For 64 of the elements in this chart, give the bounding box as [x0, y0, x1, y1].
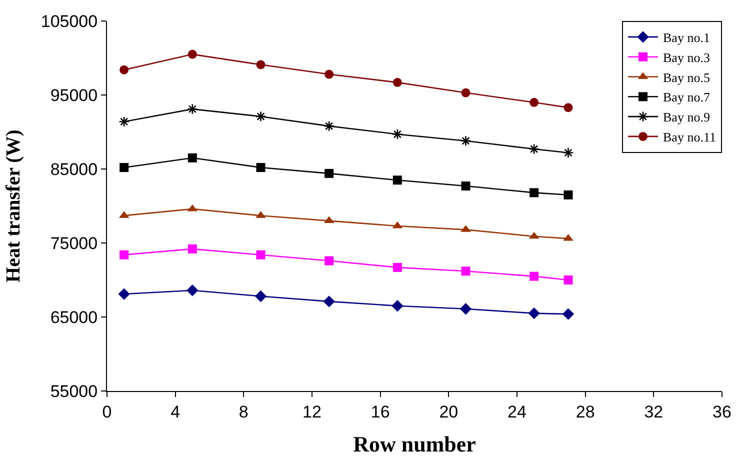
point [186, 284, 198, 296]
x-tick-label: 28 [576, 402, 595, 422]
point [118, 288, 130, 300]
point [461, 88, 470, 98]
x-tick-label: 20 [439, 402, 458, 422]
point [392, 300, 404, 312]
point [530, 272, 539, 281]
legend-label: Bay no.5 [663, 70, 710, 85]
point [528, 307, 540, 320]
point [564, 276, 573, 284]
legend-label: Bay no.1 [663, 30, 710, 46]
point [188, 153, 197, 162]
x-tick-label: 0 [102, 402, 112, 422]
point [188, 244, 197, 254]
point [256, 163, 266, 172]
point [120, 250, 129, 260]
x-tick-label: 36 [712, 402, 732, 422]
point [256, 60, 266, 70]
point [324, 120, 335, 132]
legend-label: Bay no.3 [663, 50, 710, 65]
point [564, 103, 573, 112]
point [530, 98, 539, 107]
x-tick-label: 4 [170, 402, 180, 422]
point [392, 128, 403, 140]
y-tick-label: 65000 [50, 308, 98, 327]
y-tick-label: 85000 [50, 160, 98, 179]
point [528, 144, 540, 154]
point [392, 262, 402, 272]
point [254, 290, 267, 302]
point [461, 266, 470, 276]
legend-label: Bay no.7 [663, 90, 710, 105]
point [392, 78, 402, 87]
point [564, 190, 573, 200]
point [120, 65, 129, 74]
x-tick-label: 32 [644, 402, 664, 422]
y-tick-label: 55000 [50, 382, 98, 401]
y-tick-label: 95000 [50, 86, 98, 105]
point [324, 70, 334, 79]
x-tick-label: 8 [238, 402, 248, 422]
x-tick-label: 12 [302, 402, 322, 422]
point [255, 111, 266, 122]
point [324, 168, 334, 178]
x-axis-title: Row number [353, 431, 476, 456]
point [324, 256, 334, 266]
legend-label: Bay no.9 [663, 110, 710, 125]
point [562, 308, 574, 320]
point [392, 176, 402, 185]
point [256, 250, 266, 260]
point [461, 182, 470, 191]
point [460, 135, 472, 146]
point [530, 188, 539, 198]
point [460, 303, 472, 315]
x-tick-label: 16 [370, 402, 390, 422]
y-axis-title: Heat transfer (W) [2, 130, 24, 282]
point [118, 116, 130, 128]
y-tick-label: 75000 [50, 234, 98, 253]
point [186, 104, 198, 115]
point [120, 163, 129, 172]
point [323, 296, 335, 308]
x-tick-label: 24 [508, 402, 526, 422]
legend-label: Bay no.11 [663, 130, 716, 145]
point [188, 50, 197, 59]
point [562, 147, 574, 158]
y-tick-label: 105000 [40, 12, 98, 31]
